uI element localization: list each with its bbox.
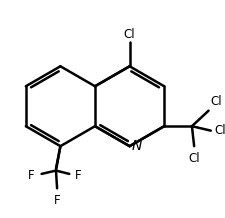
Text: Cl: Cl (213, 124, 225, 137)
Text: Cl: Cl (123, 28, 135, 41)
Text: F: F (54, 194, 60, 207)
Text: F: F (28, 169, 35, 182)
Text: F: F (74, 169, 81, 182)
Text: N: N (131, 139, 142, 153)
Text: Cl: Cl (210, 95, 221, 108)
Text: Cl: Cl (187, 152, 199, 165)
